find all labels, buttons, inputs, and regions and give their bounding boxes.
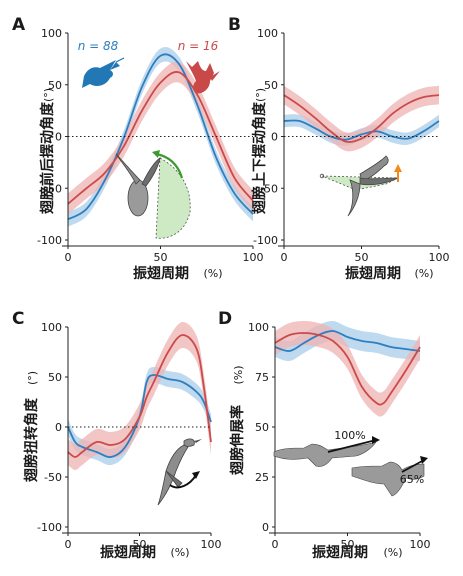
hummingbird-blue-icon [82,57,125,88]
panel-a-ytick-label: -100 [37,234,62,247]
panel-c-xlabel: 振翅周期 [100,544,156,561]
panel-b-xlabel: 振翅周期 [345,265,401,282]
panel-c: C -100 -50 0 50 100 0 50 100 翅膀扭转角度 (°) 振翅周期 (%… [12,309,222,561]
panel-a-ylabel: 翅膀前后摆动角度 [39,101,56,215]
wing-sweep-diagram-icon [115,150,191,239]
panel-c-line-blue [67,374,212,458]
panel-b-ytick-label: -100 [253,234,278,247]
panel-a-line-blue [67,53,254,221]
panel-c-ytick-label: -50 [44,471,62,484]
wing-extension-diagram-icon [273,436,428,497]
panel-d-line-red [274,332,421,406]
panel-b-letter: B [228,15,241,35]
panel-a-xtick-label: 50 [154,251,168,264]
panel-a-ytick-label: 50 [48,79,62,92]
panel-b-xtick-label: 100 [429,251,450,264]
panel-b-line-blue [283,119,440,141]
n-label-blue: n = 88 [78,39,119,53]
panel-a-ytick-label: -50 [44,182,62,195]
panel-a-letter: A [12,15,26,35]
panel-a-xlabel: 振翅周期 [133,265,189,282]
panel-c-band-red [68,321,211,470]
n-label-red: n = 16 [178,39,219,53]
panel-d-plot: 0 25 50 75 100 0 50 100 [248,320,431,551]
panel-c-ytick-label: -100 [37,521,62,534]
panel-d-xtick-label: 0 [272,538,279,551]
panel-d-letter: D [218,309,232,329]
panel-c-yunit: (°) [26,371,39,385]
panel-c-xtick-label: 0 [65,538,72,551]
panel-c-xtick-label: 50 [133,538,147,551]
panel-a-xunit: (%) [203,267,222,280]
annotation-100-percent: 100% [334,429,365,442]
panel-d-ytick-label: 0 [262,521,269,534]
panel-b-ytick-label: 100 [257,27,278,40]
panel-d: D 0 25 50 75 100 0 50 100 翅膀伸展率 (%) 振翅周期 (%) 10… [218,309,431,561]
panel-d-xtick-label: 50 [341,538,355,551]
panel-b-ytick-label: 50 [264,79,278,92]
annotation-65-percent: 65% [400,473,424,486]
panel-b-ytick-label: -50 [260,182,278,195]
panel-b-ytick-label: 0 [271,131,278,144]
panel-d-ytick-label: 50 [255,421,269,434]
panel-b-xunit: (%) [414,267,433,280]
panel-c-ylabel: 翅膀扭转角度 [23,397,40,483]
panel-d-xtick-label: 100 [410,538,431,551]
panel-c-ytick-label: 100 [41,321,62,334]
panel-b-xtick-label: 50 [355,251,369,264]
panel-d-xlabel: 振翅周期 [312,544,368,561]
panel-c-ytick-label: 0 [55,421,62,434]
panel-c-plot: -100 -50 0 50 100 0 50 100 [37,321,221,551]
panel-b-yunit: (°) [254,88,267,102]
panel-c-ytick-label: 50 [48,371,62,384]
hummingbird-red-icon [186,61,220,94]
panel-b-plot: -100 -50 0 50 100 0 50 100 [253,27,449,264]
panel-d-line-blue [274,330,421,352]
panel-b-ylabel: 翅膀上下摆动角度 [251,101,268,215]
panel-c-xunit: (%) [170,546,189,559]
panel-a-ytick-label: 0 [55,131,62,144]
wing-twist-diagram-icon [157,438,202,506]
panel-c-letter: C [12,309,24,329]
panel-b-line-red [283,94,440,143]
panel-b-band-red [284,85,439,152]
panel-d-ylabel: 翅膀伸展率 [229,405,246,476]
panel-a-yunit: (°) [42,88,55,102]
panel-a-plot: -100 -50 0 50 100 0 50 100 [37,27,263,264]
panel-d-ytick-label: 25 [255,471,269,484]
panel-c-line-red [67,334,212,458]
panel-b-xtick-label: 0 [281,251,288,264]
panel-d-ytick-label: 75 [255,371,269,384]
panel-d-band-red [275,321,420,417]
panel-d-yunit: (%) [232,365,245,384]
wing-elevation-diagram-icon [319,155,402,217]
panel-d-xunit: (%) [383,546,402,559]
panel-a-line-red [67,71,254,205]
panel-a-ytick-label: 100 [41,27,62,40]
panel-a-xtick-label: 0 [65,251,72,264]
panel-c-xtick-label: 100 [201,538,222,551]
panel-a-xtick-label: 100 [243,251,264,264]
panel-d-ytick-label: 100 [248,321,269,334]
